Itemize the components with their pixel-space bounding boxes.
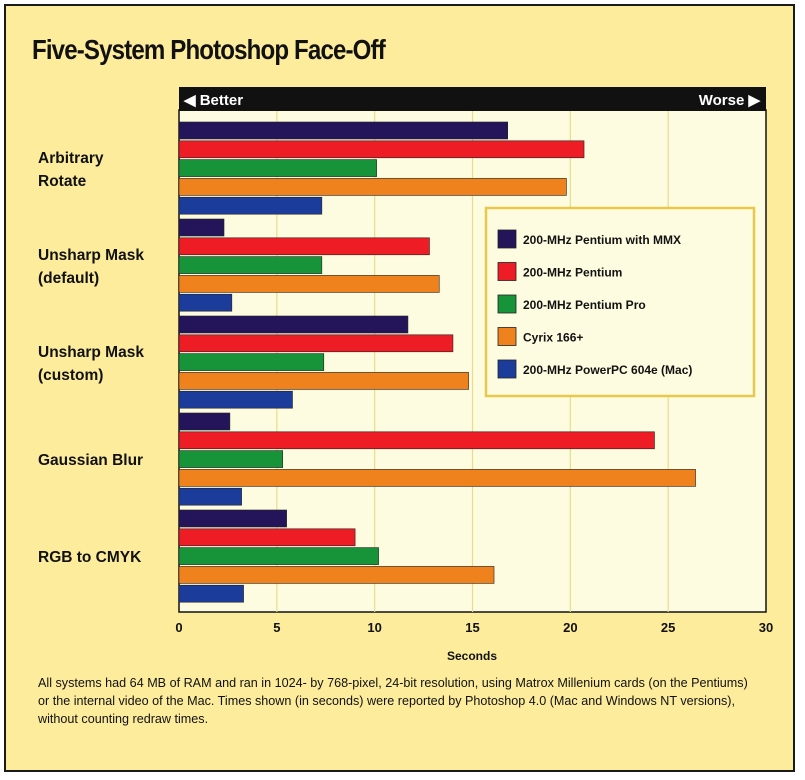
category-label: Unsharp Mask xyxy=(38,344,144,361)
better-worse-bar xyxy=(179,87,766,111)
legend-entry: 200-MHz Pentium with MMX xyxy=(523,233,681,247)
bar xyxy=(178,293,233,312)
bar xyxy=(178,431,655,450)
bar xyxy=(178,509,287,528)
bar xyxy=(178,584,244,603)
legend-entry: 200-MHz Pentium xyxy=(523,266,622,280)
bar xyxy=(178,450,284,468)
bar xyxy=(178,372,469,390)
bar xyxy=(178,566,495,584)
bar xyxy=(178,528,356,547)
category-labels: Arbitrary Rotate Unsharp Mask (default) Unsh… xyxy=(38,150,144,566)
category-label-line2: Rotate xyxy=(38,173,87,190)
x-axis-label: Seconds xyxy=(447,649,497,663)
bar xyxy=(178,353,325,371)
bar xyxy=(178,334,454,353)
bar xyxy=(178,315,409,334)
caption: All systems had 64 MB of RAM and ran in … xyxy=(38,676,748,726)
x-tick-label: 10 xyxy=(367,620,381,635)
bar xyxy=(178,487,242,506)
bar xyxy=(178,275,440,293)
bar xyxy=(178,218,225,237)
category-label: RGB to CMYK xyxy=(38,549,142,566)
x-tick-labels: 0 5 10 15 20 25 30 xyxy=(175,620,773,635)
x-tick-label: 25 xyxy=(661,620,675,635)
bar xyxy=(178,159,377,177)
category-label: Unsharp Mask xyxy=(38,247,144,264)
category-label: Gaussian Blur xyxy=(38,452,143,469)
x-tick-label: 15 xyxy=(465,620,479,635)
bar xyxy=(178,390,293,409)
worse-label: Worse ▶ xyxy=(699,92,762,109)
legend-swatch xyxy=(497,327,517,346)
legend-entry: Cyrix 166+ xyxy=(523,331,583,345)
x-tick-label: 0 xyxy=(175,620,182,635)
legend-entry: 200-MHz PowerPC 604e (Mac) xyxy=(523,363,692,377)
legend-swatch xyxy=(497,229,517,249)
bar xyxy=(178,547,379,565)
bar xyxy=(178,178,567,196)
x-tick-label: 30 xyxy=(759,620,773,635)
legend-swatch xyxy=(497,262,517,281)
bar xyxy=(178,196,323,215)
bar xyxy=(178,469,696,487)
category-label-line2: (default) xyxy=(38,270,99,287)
x-tick-label: 20 xyxy=(563,620,577,635)
bars-group xyxy=(178,121,696,603)
x-tick-label: 5 xyxy=(273,620,280,635)
chart-title: Five-System Photoshop Face-Off xyxy=(32,34,386,65)
legend-entry: 200-MHz Pentium Pro xyxy=(523,298,646,312)
category-label-line2: (custom) xyxy=(38,367,103,384)
legend: 200-MHz Pentium with MMX 200-MHz Pentium 2… xyxy=(484,206,756,398)
bar xyxy=(178,121,509,140)
category-label: Arbitrary xyxy=(38,150,104,167)
bar xyxy=(178,412,231,431)
bar xyxy=(178,237,430,256)
bar xyxy=(178,140,585,159)
better-label: ◀ Better xyxy=(183,92,243,109)
legend-box xyxy=(484,206,756,398)
bar xyxy=(178,256,323,274)
legend-swatch xyxy=(497,359,517,379)
legend-swatch xyxy=(497,294,517,314)
